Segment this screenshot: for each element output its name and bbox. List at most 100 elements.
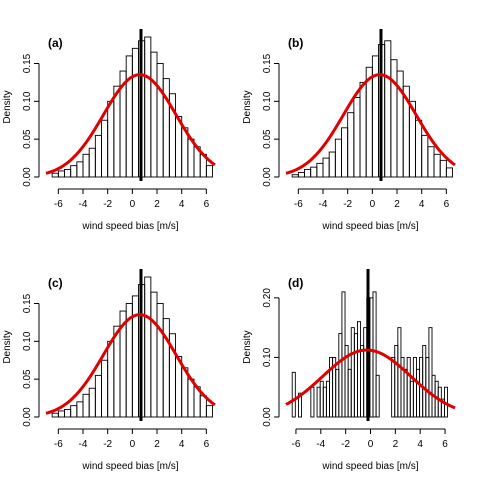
x-tick-label: -6 [291,439,300,450]
histogram-bar [297,392,302,418]
histogram-bar [359,81,367,178]
y-tick-label: 0.05 [22,129,33,149]
histogram-bar [156,63,164,178]
histogram-bar [64,408,72,418]
histogram-bar [412,356,417,418]
x-tick-label: 0 [130,439,136,450]
histogram-bar [353,97,361,178]
x-axis-label: wind speed bias [m/s] [321,221,418,232]
histogram-bar [397,327,402,418]
histogram-bar [76,161,84,178]
histogram-bar [353,333,358,418]
histogram-bar [125,55,133,178]
histogram-bar [304,168,312,178]
histogram-bar [445,167,453,178]
histogram-bar [187,138,195,178]
histogram-bar [350,327,355,418]
histogram-bar [291,174,299,178]
x-tick-label: 2 [393,439,399,450]
histogram-bar [422,345,427,418]
x-tick-label: -4 [319,199,328,210]
panel-4: -6 -4 -2 0 2 4 6 0.00 0.10 0.20 wind speed bias [m… [242,269,456,472]
y-tick-label: 0.10 [262,347,273,367]
histogram-bar [113,325,121,418]
panel-1: -6 -4 -2 0 2 4 6 0.00 0.05 0.10 0.15 wind speed bia… [2,29,216,232]
histogram-bar [360,345,365,418]
histogram-bar [322,386,327,418]
normal-density-curve [45,313,216,415]
x-tick-label: 0 [130,199,136,210]
x-tick-label: 4 [179,199,185,210]
histogram-bar [415,119,423,178]
histogram-bar [70,405,78,418]
x-tick-label: -2 [103,439,112,450]
histogram-bar [328,151,336,178]
normal-density-curve [285,73,456,175]
x-tick-label: 4 [417,439,423,450]
y-axis-label: Density [242,90,253,123]
panel-3: -6 -4 -2 0 2 4 6 0.00 0.05 0.10 0.15 wind speed bia… [2,269,216,472]
histogram-bar [391,356,396,418]
histogram-bar [316,162,324,178]
histogram-bar [347,112,355,178]
panel-2: -6 -4 -2 0 2 4 6 0.00 0.05 0.10 0.15 wind speed bia… [242,29,456,232]
x-tick-label: 6 [442,439,448,450]
y-tick-label: 0.00 [262,407,273,427]
histogram-bar [363,327,368,418]
y-tick-label: 0.15 [22,293,33,313]
histogram-bar [427,146,435,178]
histogram-bar [341,291,346,418]
histogram-bar [131,47,139,178]
histogram-bar [64,168,72,178]
y-tick-label: 0.05 [22,369,33,389]
y-tick-label: 0.10 [262,91,273,111]
normal-density-curve [45,73,216,175]
histogram-bar [384,40,392,178]
y-axis-label: Density [2,90,13,123]
histogram-bar [187,378,195,418]
histogram-bar [101,119,109,178]
histogram-bar [107,340,115,418]
histogram-bar [291,371,296,418]
y-tick-label: 0.15 [22,53,33,73]
x-tick-label: -2 [343,199,352,210]
x-tick-label: 4 [419,199,425,210]
histogram-bar [88,387,96,418]
histogram-bar [205,165,213,178]
y-tick-label: 0.00 [22,407,33,427]
x-tick-label: 0 [368,439,374,450]
x-tick-label: 2 [154,439,160,450]
histogram-bar [150,51,158,178]
histogram-bar [101,359,109,418]
histogram-bar [205,405,213,418]
histogram-bar [310,166,318,178]
panel-label: (d) [288,276,303,290]
histogram-bar [338,333,343,418]
histogram-bar [409,380,414,418]
histogram-bar [150,291,158,418]
x-tick-label: -6 [54,199,63,210]
histogram-bar [390,59,398,178]
histogram-bar [322,157,330,178]
histogram-bar [365,66,373,178]
histogram-bar [341,127,349,178]
histogram-bar [113,85,121,178]
x-axis-label: wind speed bias [m/s] [81,461,178,472]
histogram-bar [144,36,152,178]
y-tick-label: 0.20 [262,288,273,308]
y-tick-label: 0.15 [262,53,273,73]
y-tick-label: 0.10 [22,331,33,351]
histogram-bar [433,153,441,178]
histogram-bar [76,401,84,418]
x-tick-label: 0 [370,199,376,210]
x-tick-label: 4 [179,439,185,450]
histogram-bar [51,412,59,418]
x-tick-label: -2 [341,439,350,450]
normal-density-curve [285,348,456,410]
panel-label: (a) [48,36,63,50]
histogram-bar [310,386,315,418]
histogram-bar [144,276,152,418]
y-axis-label: Density [2,330,13,363]
histogram-bar [394,345,399,418]
histogram-bar [51,172,59,178]
